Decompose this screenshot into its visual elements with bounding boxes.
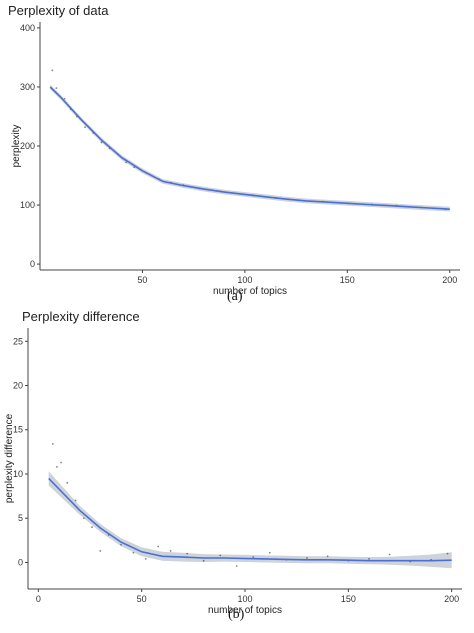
y-tick-label: 10 xyxy=(13,469,23,479)
y-tick-label: 20 xyxy=(13,381,23,391)
data-point xyxy=(74,499,77,502)
data-point xyxy=(169,550,172,552)
data-point xyxy=(326,555,329,558)
data-point xyxy=(219,554,222,557)
y-tick-label: 25 xyxy=(13,336,23,346)
data-point xyxy=(268,551,271,554)
data-point xyxy=(56,466,58,468)
x-tick-label: 0 xyxy=(36,594,41,604)
x-axis-label: number of topics xyxy=(208,605,282,616)
data-point xyxy=(60,461,62,464)
perplexity-chart: 50 100 150 200 0 100 200 300 400 number of topics… xyxy=(11,22,460,297)
y-tick-label: 0 xyxy=(30,259,35,269)
chart-title: Perplexity of data xyxy=(8,3,109,18)
data-point xyxy=(186,552,189,555)
y-tick-label: 400 xyxy=(20,23,35,33)
perplexity-difference-chart: 0 50 100 150 200 0 5 10 15 20 25 number of topics pe… xyxy=(4,328,462,616)
x-tick-label: 150 xyxy=(341,594,356,604)
y-tick-label: 300 xyxy=(20,82,35,92)
data-point xyxy=(84,126,86,129)
data-point xyxy=(235,565,238,567)
x-tick-label: 200 xyxy=(442,275,457,285)
data-point xyxy=(91,526,93,528)
data-point xyxy=(446,552,449,555)
data-point xyxy=(157,545,160,548)
x-tick-label: 50 xyxy=(137,275,147,285)
data-point xyxy=(51,69,54,72)
x-tick-label: 50 xyxy=(137,594,147,604)
data-point xyxy=(306,557,308,559)
data-point xyxy=(388,553,391,556)
smooth-line xyxy=(49,86,450,210)
data-point xyxy=(55,87,58,90)
y-tick-label: 15 xyxy=(13,425,23,435)
data-point xyxy=(120,543,122,546)
chart-caption: (b) xyxy=(228,607,245,622)
chart-caption: (a) xyxy=(227,289,243,304)
x-axis-label: number of topics xyxy=(213,286,287,297)
data-point xyxy=(66,481,69,484)
data-point xyxy=(63,97,66,100)
data-point xyxy=(51,443,54,445)
y-tick-label: 100 xyxy=(20,200,35,210)
chart-panel-perplexity: Perplexity of data 50 100 150 200 0 100 200 300… xyxy=(0,0,474,310)
data-point xyxy=(202,559,205,562)
confidence-band xyxy=(48,471,452,569)
chart-panel-perplexity-difference: Perplexity difference 0 50 100 150 200 0 5 10 15… xyxy=(0,309,474,628)
smooth-line xyxy=(48,477,452,562)
chart-title: Perplexity difference xyxy=(22,309,140,324)
data-point xyxy=(252,556,255,559)
data-point xyxy=(368,558,370,560)
data-point xyxy=(125,161,127,164)
data-point xyxy=(82,517,85,520)
data-point xyxy=(144,558,147,560)
data-point xyxy=(99,550,102,552)
data-point xyxy=(132,551,135,554)
y-tick-label: 5 xyxy=(18,513,23,523)
y-tick-label: 0 xyxy=(18,557,23,567)
x-tick-label: 150 xyxy=(340,275,355,285)
y-tick-label: 200 xyxy=(20,141,35,151)
x-tick-label: 200 xyxy=(444,594,459,604)
data-point xyxy=(100,141,103,144)
y-axis-label: perplexity difference xyxy=(4,413,15,503)
x-tick-label: 100 xyxy=(237,275,252,285)
y-axis-label: perplexity xyxy=(11,125,22,168)
x-tick-label: 100 xyxy=(237,594,252,604)
